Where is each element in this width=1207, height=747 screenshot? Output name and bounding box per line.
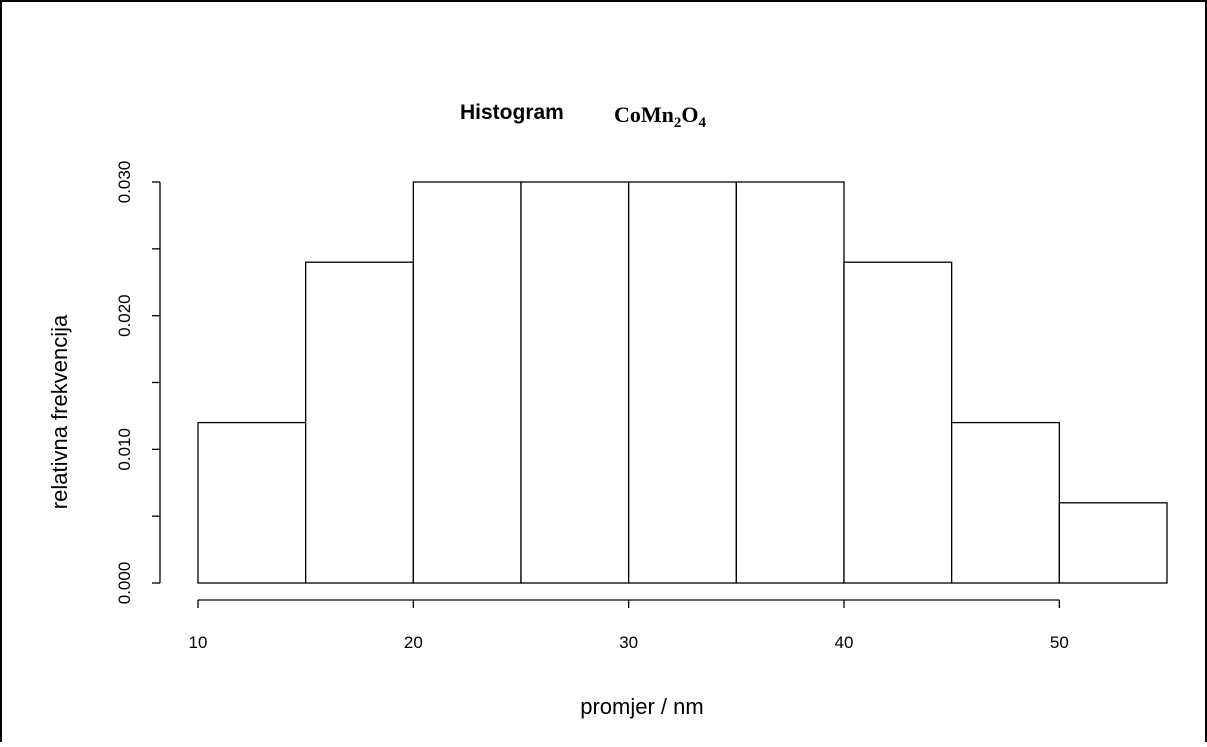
x-tick-label: 20 bbox=[404, 633, 423, 652]
x-tick-label: 30 bbox=[619, 633, 638, 652]
y-tick-label: 0.000 bbox=[115, 562, 134, 605]
formula-subscript: 4 bbox=[699, 115, 707, 131]
chart-title-formula: CoMn2O4 bbox=[614, 102, 707, 131]
x-axis-label: promjer / nm bbox=[580, 694, 703, 719]
x-tick-label: 50 bbox=[1050, 633, 1069, 652]
formula-part: O bbox=[681, 102, 698, 127]
histogram-bar bbox=[1058, 502, 1168, 584]
x-tick-label: 40 bbox=[835, 633, 854, 652]
chart-title-text: Histogram bbox=[460, 101, 564, 124]
formula-part: CoMn bbox=[614, 102, 674, 127]
chart-title: Histogram CoMn2O4 bbox=[460, 101, 707, 131]
y-tick-label: 0.030 bbox=[115, 161, 134, 204]
y-axis: 0.000 0.010 0.020 0.030 bbox=[115, 161, 161, 605]
histogram-bar bbox=[843, 261, 953, 584]
histogram-bar bbox=[951, 421, 1060, 584]
x-tick-label: 10 bbox=[189, 633, 208, 652]
histogram-bar bbox=[412, 181, 522, 584]
histogram-bar bbox=[628, 181, 737, 584]
formula-subscript: 2 bbox=[674, 115, 682, 131]
y-axis-label: relativna frekvencija bbox=[47, 314, 72, 509]
histogram-bar bbox=[305, 261, 414, 584]
histogram-bar bbox=[735, 181, 845, 584]
y-tick-label: 0.020 bbox=[115, 294, 134, 337]
y-tick-label: 0.010 bbox=[115, 428, 134, 471]
histogram-bar bbox=[197, 421, 307, 584]
x-axis: 10 20 30 40 50 bbox=[189, 599, 1069, 652]
histogram-bars bbox=[197, 181, 1168, 584]
histogram-bar bbox=[520, 181, 630, 584]
